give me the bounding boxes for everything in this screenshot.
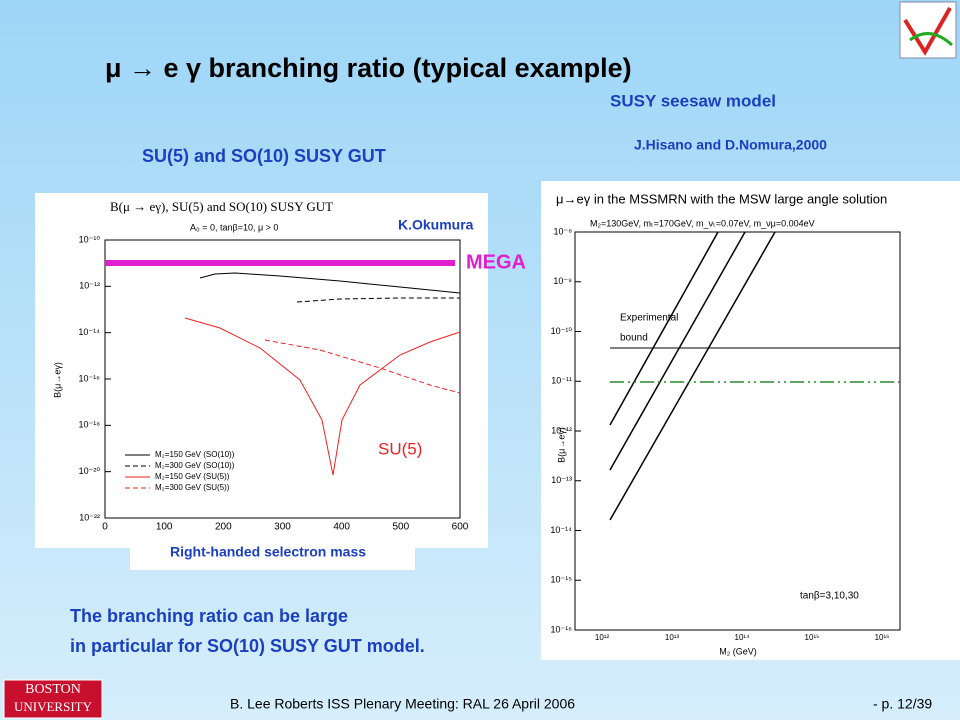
x-tick-label: 0 bbox=[102, 522, 108, 533]
annotation: tanβ=3,10,30 bbox=[800, 591, 859, 602]
legend-label: M₂=300 GeV (SO(10)) bbox=[155, 461, 235, 470]
y-tick-label: 10⁻²⁰ bbox=[79, 466, 101, 476]
y-tick-label: 10⁻¹¹ bbox=[551, 376, 572, 386]
y-tick-label: 10⁻⁹ bbox=[553, 276, 572, 286]
y-tick-label: 10⁻¹⁰ bbox=[79, 234, 101, 244]
x-tick-label: 200 bbox=[215, 522, 232, 533]
y-axis-label: B(μ→eγ) bbox=[556, 427, 566, 463]
curve bbox=[296, 297, 460, 303]
label-panel bbox=[130, 540, 415, 570]
bound-label: MEGA bbox=[466, 251, 526, 273]
plot-panel bbox=[35, 193, 488, 548]
x-tick-label: 10¹³ bbox=[665, 633, 680, 642]
y-tick-label: 10⁻⁸ bbox=[553, 226, 572, 236]
legend-label: M₂=150 GeV (SO(10)) bbox=[155, 450, 235, 459]
logo-text: BOSTON bbox=[25, 682, 81, 697]
y-tick-label: 10⁻¹² bbox=[551, 425, 572, 435]
x-axis-label: Right-handed selectron mass bbox=[170, 544, 366, 560]
slide-title: μ → e γ branching ratio (typical example… bbox=[105, 53, 632, 83]
x-axis-label: M₂ (GeV) bbox=[719, 646, 757, 656]
y-tick-label: 10⁻¹⁰ bbox=[551, 326, 573, 336]
x-tick-label: 600 bbox=[452, 522, 469, 533]
curve bbox=[609, 231, 776, 521]
y-tick-label: 10⁻¹⁴ bbox=[78, 327, 100, 337]
curve bbox=[199, 272, 461, 294]
citation: J.Hisano and D.Nomura,2000 bbox=[634, 137, 827, 153]
y-tick-label: 10⁻¹⁶ bbox=[551, 624, 573, 634]
body-text: in particular for SO(10) SUSY GUT model. bbox=[70, 636, 425, 656]
logo-mark bbox=[903, 7, 952, 56]
y-tick-label: 10⁻¹³ bbox=[551, 475, 572, 485]
right-subtitle: SUSY seesaw model bbox=[610, 91, 776, 110]
curve-label: SU(5) bbox=[378, 439, 422, 458]
x-tick-label: 500 bbox=[392, 522, 409, 533]
legend-label: M₂=150 GeV (SU(5)) bbox=[155, 472, 230, 481]
plot-panel bbox=[541, 181, 960, 660]
x-tick-label: 400 bbox=[333, 522, 350, 533]
plot-title: B(μ → eγ), SU(5) and SO(10) SUSY GUT bbox=[110, 199, 333, 214]
y-tick-label: 10⁻¹⁵ bbox=[551, 575, 573, 585]
annotation: Experimental bbox=[620, 313, 678, 324]
footer-credit: B. Lee Roberts ISS Plenary Meeting: RAL … bbox=[230, 696, 575, 712]
x-tick-label: 300 bbox=[274, 522, 291, 533]
y-tick-label: 10⁻¹⁴ bbox=[550, 525, 572, 535]
logo-text: UNIVERSITY bbox=[14, 699, 93, 714]
y-tick-label: 10⁻¹⁸ bbox=[78, 420, 100, 430]
x-tick-label: 10¹² bbox=[595, 633, 610, 642]
legend: M₂=150 GeV (SO(10)) M₂=300 GeV (SO(10)) M₂… bbox=[125, 450, 235, 492]
curve bbox=[609, 231, 719, 426]
y-tick-label: 10⁻²² bbox=[79, 512, 100, 522]
plot-title: μ→eγ in the MSSMRN with the MSW large an… bbox=[556, 191, 887, 206]
author: K.Okumura bbox=[398, 217, 474, 233]
page-number: - p. 12/39 bbox=[873, 696, 932, 712]
plot-params: A₀ = 0, tanβ=10, μ > 0 bbox=[190, 222, 278, 232]
x-tick-label: 10¹⁶ bbox=[875, 633, 890, 642]
legend-label: M₂=300 GeV (SU(5)) bbox=[155, 483, 230, 492]
x-tick-label: 10¹⁵ bbox=[805, 633, 820, 642]
x-tick-label: 100 bbox=[156, 522, 173, 533]
y-axis-label: B(μ→eγ) bbox=[52, 362, 62, 398]
curve bbox=[184, 317, 461, 476]
y-tick-label: 10⁻¹² bbox=[79, 281, 100, 291]
logo-mark bbox=[909, 32, 954, 47]
y-tick-label: 10⁻¹⁶ bbox=[79, 373, 101, 383]
university-logo bbox=[3, 679, 103, 719]
annotation: bound bbox=[620, 333, 648, 344]
left-subtitle: SU(5) and SO(10) SUSY GUT bbox=[142, 146, 386, 166]
x-tick-label: 10¹⁴ bbox=[735, 633, 751, 642]
body-text: The branching ratio can be large bbox=[70, 606, 348, 626]
plot-params: M₂=130GeV, mₜ=170GeV, m_νₜ=0.07eV, m_νμ=… bbox=[590, 218, 815, 228]
curve bbox=[609, 231, 746, 471]
